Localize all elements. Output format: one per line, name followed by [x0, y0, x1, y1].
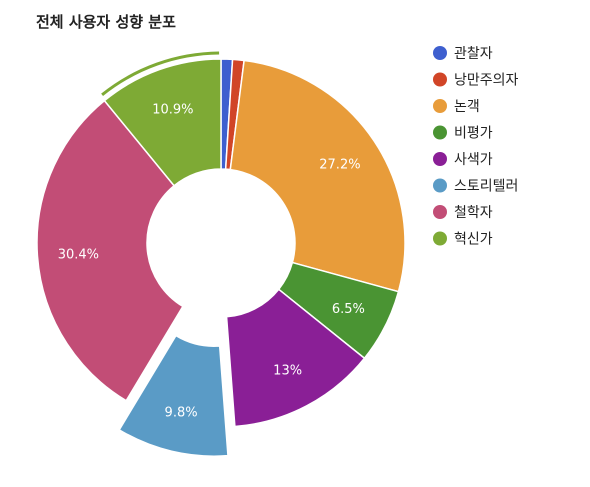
slice-label-사색가: 13%	[273, 364, 302, 379]
legend-label-낭만주의자[interactable]: 낭만주의자	[454, 73, 519, 89]
chart-title: 전체 사용자 성향 분포	[36, 13, 176, 31]
legend-swatch-사색가[interactable]	[433, 152, 447, 166]
legend-label-비평가[interactable]: 비평가	[454, 126, 493, 142]
legend-swatch-철학자[interactable]	[433, 205, 447, 219]
slice-label-비평가: 6.5%	[332, 302, 365, 317]
legend-swatch-관찰자[interactable]	[433, 46, 447, 60]
legend-swatch-비평가[interactable]	[433, 125, 447, 140]
slice-사색가[interactable]	[225, 288, 366, 428]
legend-swatch-스토리텔러[interactable]	[433, 178, 447, 193]
legend-label-논객[interactable]: 논객	[454, 99, 480, 115]
slice-highlight-혁신가	[101, 51, 220, 96]
legend-label-사색가[interactable]: 사색가	[454, 152, 493, 168]
legend-label-혁신가[interactable]: 혁신가	[454, 232, 493, 248]
legend-swatch-낭만주의자[interactable]	[433, 72, 447, 87]
slice-label-혁신가: 10.9%	[152, 102, 193, 117]
slice-철학자[interactable]	[36, 99, 184, 402]
legend-swatch-논객[interactable]	[433, 99, 447, 113]
slice-label-철학자: 30.4%	[58, 247, 99, 262]
slice-label-논객: 27.2%	[319, 158, 360, 173]
slice-label-스토리텔러: 9.8%	[165, 405, 198, 420]
slice-논객[interactable]	[229, 59, 406, 293]
legend-swatch-혁신가[interactable]	[433, 231, 447, 246]
legend-label-철학자[interactable]: 철학자	[454, 205, 493, 221]
slice-스토리텔러[interactable]	[118, 334, 229, 457]
legend-label-관찰자[interactable]: 관찰자	[454, 46, 493, 62]
slice-혁신가[interactable]	[103, 58, 222, 187]
legend-label-스토리텔러[interactable]: 스토리텔러	[454, 179, 518, 195]
